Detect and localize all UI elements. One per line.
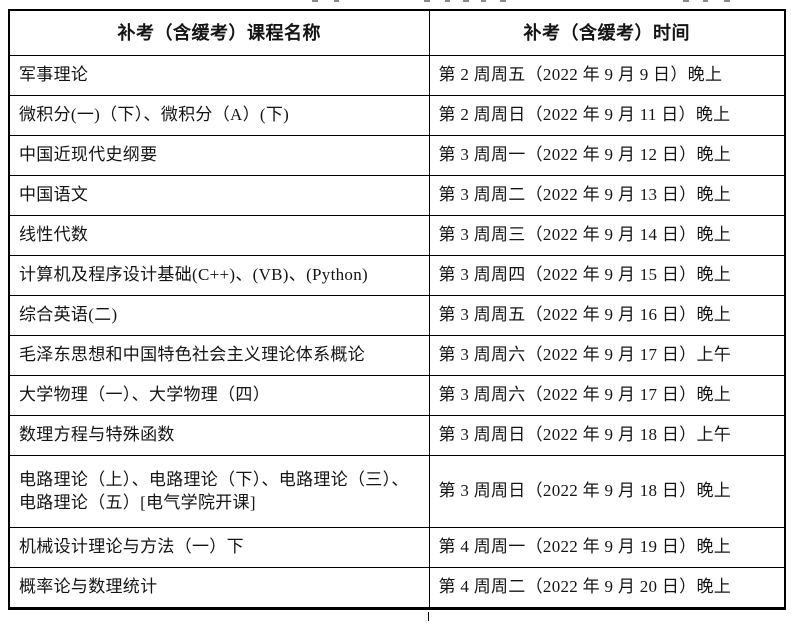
course-cell: 机械设计理论与方法（一）下 [8,527,430,568]
time-cell: 第 3 周周六（2022 年 9 月 17 日）晚上 [428,375,786,416]
time-cell: 第 2 周周日（2022 年 9 月 11 日）晚上 [428,95,786,136]
column-divider-tail-artifact [428,612,429,621]
cutoff-text-artifact [683,0,689,2]
exam-time-column-header: 补考（含缓考）时间 [428,9,786,56]
time-cell: 第 3 周周三（2022 年 9 月 14 日）晚上 [428,215,786,256]
cutoff-text-artifact [312,0,318,2]
cutoff-text-artifact [703,0,708,2]
time-cell: 第 2 周周五（2022 年 9 月 9 日）晚上 [428,55,786,96]
table-row: 综合英语(二) 第 3 周周五（2022 年 9 月 16 日）晚上 [8,295,786,336]
table-row: 中国语文 第 3 周周二（2022 年 9 月 13 日）晚上 [8,175,786,216]
cutoff-text-artifact [424,0,430,2]
table-row: 数理方程与特殊函数 第 3 周周日（2022 年 9 月 18 日）上午 [8,415,786,456]
table-row: 电路理论（上）、电路理论（下）、电路理论（三）、电路理论（五）[电气学院开课] … [8,455,786,528]
time-cell: 第 3 周周日（2022 年 9 月 18 日）晚上 [428,455,786,528]
table-row: 军事理论 第 2 周周五（2022 年 9 月 9 日）晚上 [8,55,786,96]
table-row: 机械设计理论与方法（一）下 第 4 周周一（2022 年 9 月 19 日）晚上 [8,527,786,568]
cutoff-text-artifact [724,0,730,2]
course-cell: 数理方程与特殊函数 [8,415,430,456]
table-row: 概率论与数理统计 第 4 周周二（2022 年 9 月 20 日）晚上 [8,567,786,609]
table-row: 毛泽东思想和中国特色社会主义理论体系概论 第 3 周周六（2022 年 9 月 … [8,335,786,376]
cutoff-text-artifact [463,0,469,2]
time-cell: 第 3 周周四（2022 年 9 月 15 日）晚上 [428,255,786,296]
course-cell: 概率论与数理统计 [8,567,430,609]
table-row: 微积分(一)（下）、微积分（A）(下) 第 2 周周日（2022 年 9 月 1… [8,95,786,136]
table-row: 中国近现代史纲要 第 3 周周一（2022 年 9 月 12 日）晚上 [8,135,786,176]
time-cell: 第 3 周周日（2022 年 9 月 18 日）上午 [428,415,786,456]
course-cell: 军事理论 [8,55,430,96]
course-cell: 中国近现代史纲要 [8,135,430,176]
course-cell: 电路理论（上）、电路理论（下）、电路理论（三）、电路理论（五）[电气学院开课] [8,455,430,528]
cutoff-text-artifact [334,0,339,2]
course-cell: 中国语文 [8,175,430,216]
time-cell: 第 3 周周六（2022 年 9 月 17 日）上午 [428,335,786,376]
table-row: 线性代数 第 3 周周三（2022 年 9 月 14 日）晚上 [8,215,786,256]
header-row: 补考（含缓考）课程名称 补考（含缓考）时间 [8,9,786,56]
course-cell: 计算机及程序设计基础(C++)、(VB)、(Python) [8,255,430,296]
course-cell: 大学物理（一）、大学物理（四） [8,375,430,416]
time-cell: 第 4 周周一（2022 年 9 月 19 日）晚上 [428,527,786,568]
course-cell: 综合英语(二) [8,295,430,336]
course-name-column-header: 补考（含缓考）课程名称 [8,9,430,56]
table-row: 计算机及程序设计基础(C++)、(VB)、(Python) 第 3 周周四（20… [8,255,786,296]
time-cell: 第 3 周周五（2022 年 9 月 16 日）晚上 [428,295,786,336]
cutoff-text-artifact [500,0,506,2]
cutoff-text-artifact [481,0,486,2]
cutoff-text-artifact [445,0,450,2]
table-row: 大学物理（一）、大学物理（四） 第 3 周周六（2022 年 9 月 17 日）… [8,375,786,416]
course-cell: 线性代数 [8,215,430,256]
makeup-exam-schedule-table: 补考（含缓考）课程名称 补考（含缓考）时间 军事理论 第 2 周周五（2022 … [8,9,786,610]
time-cell: 第 3 周周一（2022 年 9 月 12 日）晚上 [428,135,786,176]
time-cell: 第 3 周周二（2022 年 9 月 13 日）晚上 [428,175,786,216]
time-cell: 第 4 周周二（2022 年 9 月 20 日）晚上 [428,567,786,609]
course-cell: 毛泽东思想和中国特色社会主义理论体系概论 [8,335,430,376]
course-cell: 微积分(一)（下）、微积分（A）(下) [8,95,430,136]
